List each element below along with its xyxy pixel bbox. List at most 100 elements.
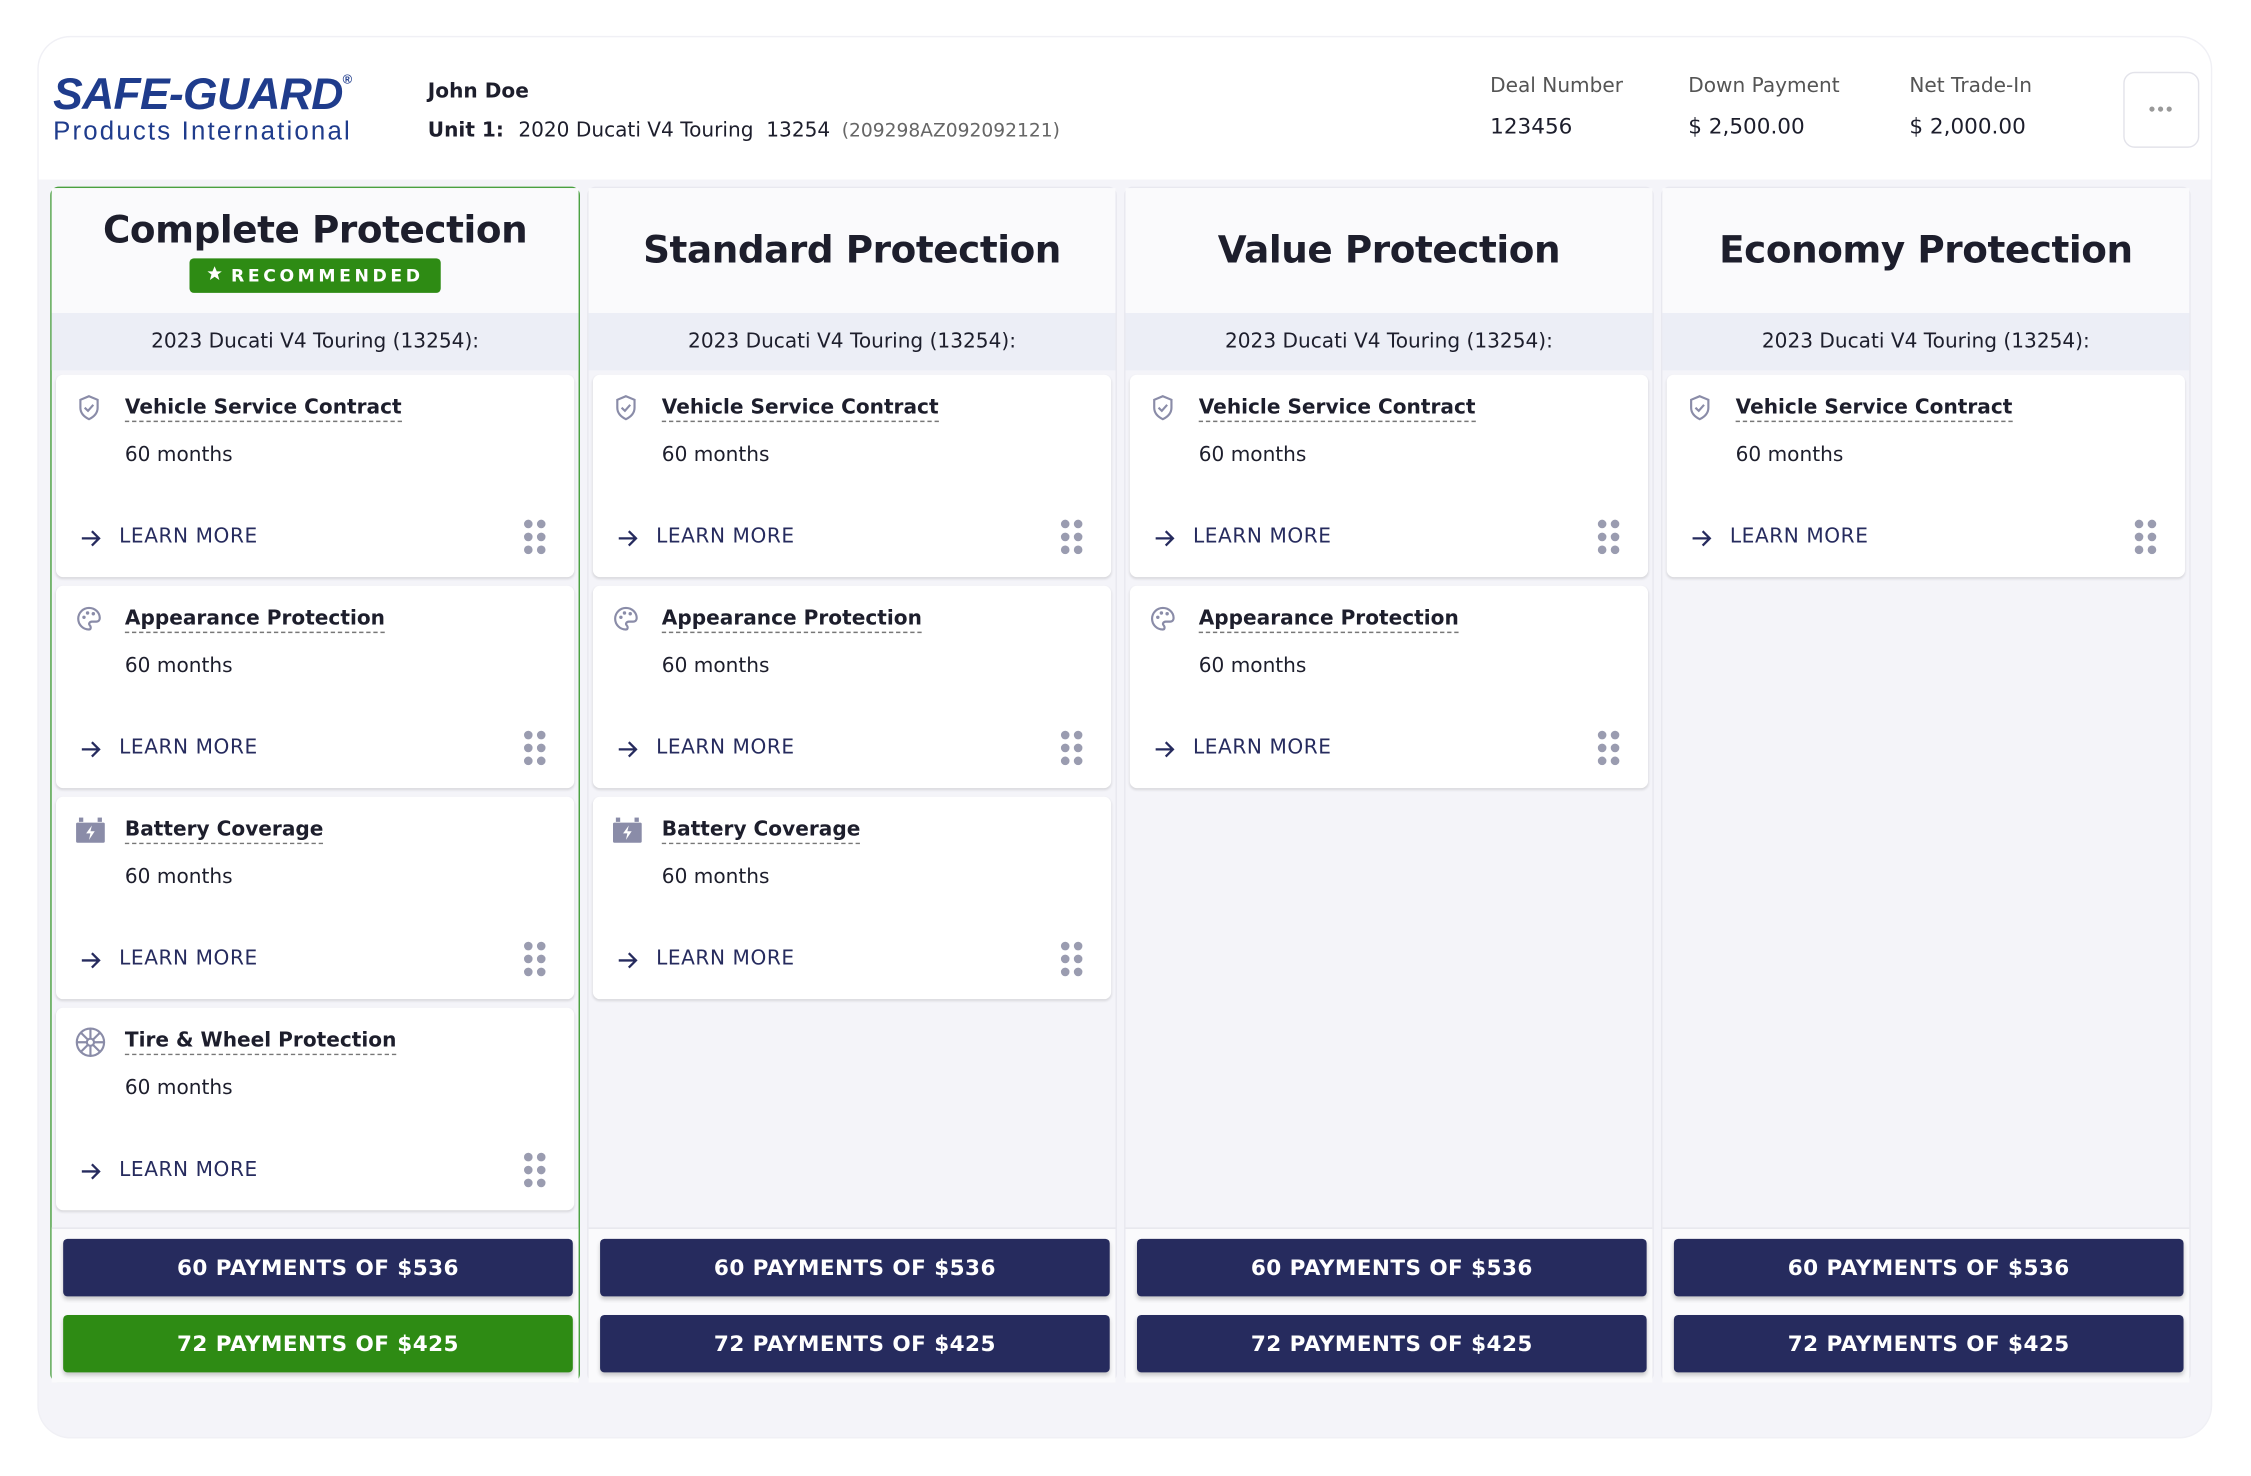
product-card: Tire & Wheel Protection 60 months LEARN MO… [55, 1007, 575, 1211]
plan-column: Value Protection 2023 Ducati V4 Touring (… [1124, 186, 1654, 1383]
product-term: 60 months [124, 1076, 233, 1100]
product-card: Appearance Protection 60 months LEARN MORE [55, 585, 575, 789]
logo-mark: ® [342, 71, 353, 87]
drag-handle[interactable] [1059, 729, 1085, 772]
learn-more-link[interactable]: LEARN MORE [119, 525, 258, 549]
product-name[interactable]: Battery Coverage [124, 818, 324, 845]
stat-value: $ 2,000.00 [1909, 113, 2026, 140]
drag-handle[interactable] [1596, 518, 1622, 561]
arrow-icon [616, 949, 639, 978]
plan-header: Complete Protection RECOMMENDED [51, 188, 579, 313]
plan-column: Complete Protection RECOMMENDED 2023 Ducat… [50, 186, 580, 1383]
learn-more-link[interactable]: LEARN MORE [119, 947, 258, 971]
payment-options: 60 PAYMENTS OF $536 72 PAYMENTS OF $425 [51, 1227, 579, 1383]
app-frame: SAFE-GUARD® Products International John … [38, 37, 2211, 1438]
stat-value: 123456 [1490, 113, 1573, 140]
learn-more-link[interactable]: LEARN MORE [119, 1158, 258, 1182]
stat-value: $ 2,500.00 [1688, 113, 1805, 140]
plan-header: Value Protection [1125, 188, 1653, 313]
payment-button[interactable]: 72 PAYMENTS OF $425 [1136, 1315, 1647, 1373]
learn-more-link[interactable]: LEARN MORE [119, 736, 258, 760]
product-icon [1148, 393, 1177, 427]
product-card: Vehicle Service Contract 60 months LEARN M… [592, 374, 1112, 578]
product-term: 60 months [124, 443, 233, 467]
payment-button[interactable]: 60 PAYMENTS OF $536 [600, 1238, 1110, 1297]
customer-name: John Doe [427, 80, 529, 104]
product-card: Battery Coverage 60 months LEARN MORE [592, 796, 1112, 1000]
product-term: 60 months [1735, 443, 1844, 467]
vehicle-label: 2023 Ducati V4 Touring (13254): [1662, 312, 2190, 371]
drag-handle[interactable] [1059, 518, 1085, 561]
drag-handle[interactable] [1596, 729, 1622, 772]
arrow-icon [616, 527, 639, 556]
vehicle-label: 2023 Ducati V4 Touring (13254): [588, 312, 1116, 371]
product-card: Vehicle Service Contract 60 months LEARN M… [55, 374, 575, 578]
product-term: 60 months [124, 654, 233, 678]
arrow-icon [79, 527, 102, 556]
product-icon [75, 393, 104, 427]
product-name[interactable]: Appearance Protection [1198, 607, 1459, 634]
learn-more-link[interactable]: LEARN MORE [1192, 736, 1332, 760]
payment-button[interactable]: 60 PAYMENTS OF $536 [1673, 1238, 2184, 1297]
arrow-icon [79, 1160, 102, 1189]
plan-title: Economy Protection [1719, 228, 2133, 273]
stat: Deal Number 123456 [1490, 75, 1623, 140]
plan-header: Economy Protection [1662, 188, 2190, 313]
payment-button[interactable]: 72 PAYMENTS OF $425 [63, 1315, 573, 1373]
arrow-icon [616, 738, 639, 767]
learn-more-link[interactable]: LEARN MORE [656, 525, 795, 549]
unit-vin: (209298AZ092092121) [841, 120, 1060, 143]
plan-header: Standard Protection [588, 188, 1116, 313]
drag-handle[interactable] [523, 729, 549, 772]
product-term: 60 months [661, 865, 770, 889]
product-icon [612, 393, 641, 427]
product-card: Vehicle Service Contract 60 months LEARN M… [1666, 374, 2185, 578]
product-name[interactable]: Appearance Protection [124, 607, 385, 634]
product-name[interactable]: Battery Coverage [661, 818, 861, 845]
product-name[interactable]: Tire & Wheel Protection [124, 1029, 397, 1056]
product-term: 60 months [1198, 654, 1307, 678]
plan-title: Value Protection [1217, 228, 1561, 273]
arrow-icon [1153, 738, 1176, 767]
product-icon [612, 604, 641, 638]
recommended-badge: RECOMMENDED [189, 257, 441, 293]
menu-icon [2149, 106, 2172, 112]
product-card: Appearance Protection 60 months LEARN MORE [1129, 585, 1649, 789]
product-icon [612, 815, 644, 849]
product-card: Appearance Protection 60 months LEARN MORE [592, 585, 1112, 789]
learn-more-link[interactable]: LEARN MORE [1729, 525, 1869, 549]
product-name[interactable]: Appearance Protection [661, 607, 922, 634]
product-name[interactable]: Vehicle Service Contract [661, 396, 939, 423]
arrow-icon [1153, 527, 1176, 556]
payment-button[interactable]: 60 PAYMENTS OF $536 [63, 1238, 573, 1297]
product-term: 60 months [661, 654, 770, 678]
product-card: Battery Coverage 60 months LEARN MORE [55, 796, 575, 1000]
product-term: 60 months [1198, 443, 1307, 467]
unit-info: Unit 1: 2020 Ducati V4 Touring 13254 (2092… [428, 119, 1060, 142]
drag-handle[interactable] [523, 1151, 549, 1194]
drag-handle[interactable] [1059, 940, 1085, 983]
header: SAFE-GUARD® Products International John … [38, 37, 2211, 180]
menu-button[interactable] [2123, 71, 2200, 148]
product-name[interactable]: Vehicle Service Contract [1735, 396, 2013, 423]
payment-button[interactable]: 72 PAYMENTS OF $425 [1673, 1315, 2184, 1373]
product-name[interactable]: Vehicle Service Contract [124, 396, 402, 423]
drag-handle[interactable] [523, 940, 549, 983]
drag-handle[interactable] [523, 518, 549, 561]
vehicle-label: 2023 Ducati V4 Touring (13254): [1125, 312, 1653, 371]
payment-options: 60 PAYMENTS OF $536 72 PAYMENTS OF $425 [1125, 1227, 1653, 1383]
product-name[interactable]: Vehicle Service Contract [1198, 396, 1476, 423]
learn-more-link[interactable]: LEARN MORE [656, 736, 795, 760]
logo-sub: Products International [53, 116, 352, 145]
learn-more-link[interactable]: LEARN MORE [1192, 525, 1332, 549]
plan-column: Economy Protection 2023 Ducati V4 Touring… [1660, 186, 2191, 1383]
unit-stock: 13254 [766, 119, 831, 143]
learn-more-link[interactable]: LEARN MORE [656, 947, 795, 971]
product-icon [75, 1026, 107, 1063]
payment-button[interactable]: 72 PAYMENTS OF $425 [600, 1315, 1110, 1373]
product-icon [1685, 393, 1714, 427]
drag-handle[interactable] [2133, 518, 2159, 561]
payment-options: 60 PAYMENTS OF $536 72 PAYMENTS OF $425 [1662, 1227, 2190, 1383]
payment-button[interactable]: 60 PAYMENTS OF $536 [1136, 1238, 1647, 1297]
